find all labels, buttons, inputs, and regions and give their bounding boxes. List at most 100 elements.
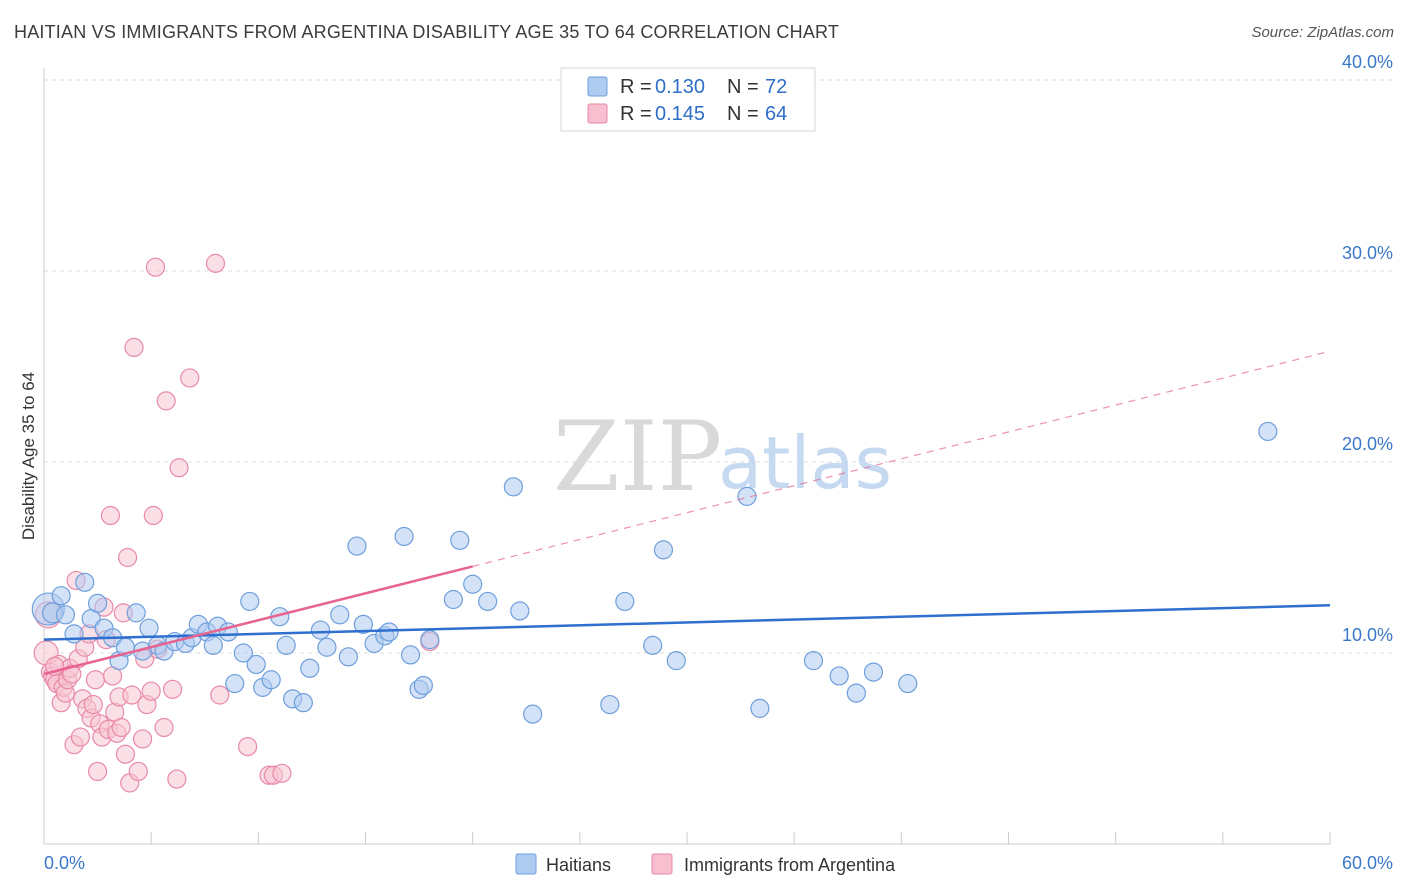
argentina-point [87,761,108,782]
argentina-point [83,694,103,715]
haitians-point [310,620,331,640]
haitians-point [1258,421,1278,442]
haitians-point [666,651,686,671]
argentina-point [145,257,166,277]
haitians-point [240,591,260,612]
legend-r-label-2: R = [620,103,652,125]
x-tick-label-min: 0.0% [44,853,85,873]
haitians-point [87,593,108,613]
series-haitians [31,421,1278,724]
haitians-point [643,635,663,655]
argentina-point [205,253,226,273]
haitians-point [478,591,498,612]
haitians-point [450,530,470,550]
chart-title: HAITIAN VS IMMIGRANTS FROM ARGENTINA DIS… [14,22,840,42]
argentina-point [124,337,144,357]
legend-n-label-2: N = [727,103,759,125]
argentina-point [70,727,91,747]
argentina-point [100,505,121,526]
haitians-point [203,635,223,655]
haitians-point [225,673,245,694]
haitians-point [523,704,543,724]
series-immigrants-from-argentina [33,253,440,793]
source-credit: Source: ZipAtlas.com [1251,24,1394,41]
y-tick-label-30: 30.0% [1342,243,1393,263]
haitians-trend-line [43,604,1331,641]
legend-argentina-swatch [651,853,673,875]
argentina-point [128,761,148,782]
haitians-point [846,683,866,703]
argentina-point [141,681,161,701]
argentina-point [122,685,142,705]
argentina-point [132,729,153,749]
argentina-trend-extension [472,350,1331,567]
haitians-point [503,477,523,497]
haitians-point [338,647,358,667]
y-tick-labels: 10.0% 20.0% 30.0% 40.0% [1342,52,1393,645]
haitians-point [413,675,433,696]
haitians-point [510,601,530,621]
legend-swatch-haitians [587,76,608,97]
x-tick-label-max: 60.0% [1342,853,1393,873]
legend-r-label-1: R = [620,76,652,98]
argentina-point [85,670,106,690]
haitians-point [300,658,320,678]
argentina-point [167,769,187,789]
haitians-point [653,540,674,560]
haitians-point [463,574,483,594]
legend-series: Haitians Immigrants from Argentina [515,853,896,875]
haitians-point [443,589,463,610]
haitians-point [803,651,824,671]
haitians-point [293,693,313,713]
argentina-point [180,368,200,388]
legend-n-value-1: 72 [765,76,787,98]
haitians-point [379,622,399,642]
legend-r-value-2: 0.145 [655,103,705,125]
y-tick-label-20: 20.0% [1342,434,1393,454]
haitians-point [420,630,440,650]
x-axis-ticks [150,832,1331,844]
haitians-point [126,603,146,623]
argentina-point [111,717,131,738]
legend-haitians-swatch [515,853,537,875]
haitians-point [400,645,421,665]
haitians-point [615,591,635,612]
argentina-point [210,685,230,705]
legend-correlation: R = 0.130 N = 72 R = 0.145 N = 64 [560,67,816,132]
watermark-zip: ZIP [553,401,722,513]
argentina-point [117,547,138,568]
argentina-point [115,744,136,764]
haitians-point [276,635,296,655]
haitians-point [233,643,253,663]
haitians-point [139,618,159,638]
haitians-point [394,526,414,547]
argentina-point [169,458,189,478]
haitians-point [75,572,95,592]
legend-r-value-1: 0.130 [655,76,705,98]
haitians-point [750,698,770,718]
haitians-point [261,670,281,690]
argentina-point [156,391,176,411]
haitians-point [353,614,373,634]
trend-lines [43,350,1331,676]
legend-n-value-2: 64 [765,103,787,125]
argentina-trend-line [43,565,473,676]
haitians-point [51,586,71,606]
haitians-point [317,637,337,657]
y-axis-label: Disability Age 35 to 64 [19,372,38,540]
argentina-point [163,679,183,699]
haitians-point [330,605,350,625]
haitians-point [600,694,620,715]
haitians-point [737,486,757,506]
legend-n-label-1: N = [727,76,759,98]
y-tick-label-40: 40.0% [1342,52,1393,72]
legend-argentina-label: Immigrants from Argentina [684,855,896,875]
haitians-point [246,654,266,675]
argentina-point [154,717,174,738]
argentina-point [238,736,258,757]
y-tick-label-10: 10.0% [1342,625,1393,645]
legend-swatch-argentina [587,103,608,124]
gridlines [44,79,1392,654]
argentina-point [143,505,163,526]
